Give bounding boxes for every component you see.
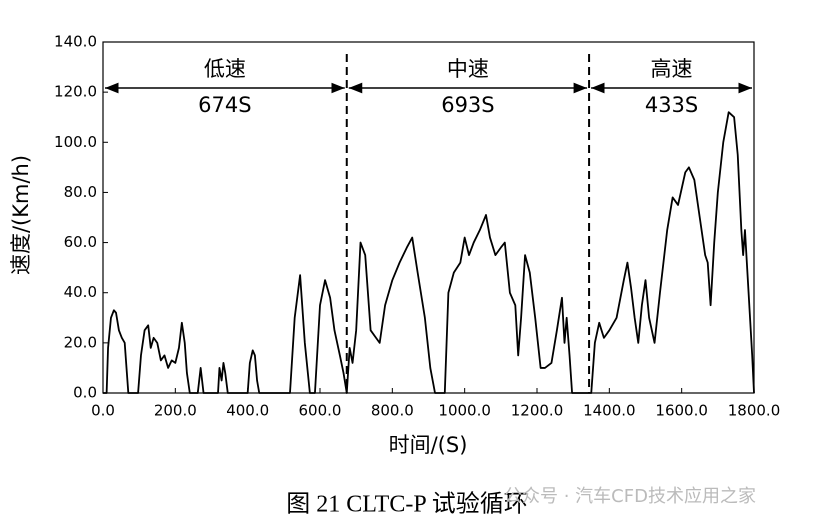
x-axis-label: 时间/(S)	[389, 433, 468, 457]
x-tick-label: 1400.0	[583, 402, 636, 420]
y-tick-label: 60.0	[64, 233, 97, 251]
speed-line	[103, 111, 755, 394]
segment-name: 低速	[204, 57, 246, 81]
y-axis-label: 速度/(Km/h)	[9, 155, 33, 275]
x-tick-label: 1000.0	[438, 402, 491, 420]
x-tick-label: 400.0	[226, 402, 269, 420]
y-tick-label: 20.0	[64, 333, 97, 351]
segment-name: 高速	[651, 57, 693, 81]
x-tick-label: 200.0	[154, 402, 197, 420]
y-tick-label: 100.0	[54, 133, 97, 151]
y-tick-label: 120.0	[54, 83, 97, 101]
x-tick-label: 800.0	[371, 402, 414, 420]
segment-duration: 674S	[198, 93, 251, 117]
y-tick-label: 80.0	[64, 183, 97, 201]
x-tick-label: 1600.0	[655, 402, 708, 420]
segment-name: 中速	[447, 57, 489, 81]
segment-duration: 433S	[645, 93, 698, 117]
y-tick-label: 40.0	[64, 283, 97, 301]
caption: 图 21 CLTC-P 试验循环	[286, 491, 528, 518]
x-tick-label: 1800.0	[728, 402, 781, 420]
x-tick-label: 1200.0	[511, 402, 564, 420]
y-tick-label: 140.0	[54, 33, 97, 51]
x-tick-label: 600.0	[299, 402, 342, 420]
watermark: 公众号 · 汽车CFD技术应用之家	[504, 486, 756, 507]
y-tick-label: 0.0	[73, 384, 97, 402]
segment-duration: 693S	[441, 93, 494, 117]
plot-frame	[102, 41, 755, 394]
x-tick-label: 0.0	[91, 402, 115, 420]
